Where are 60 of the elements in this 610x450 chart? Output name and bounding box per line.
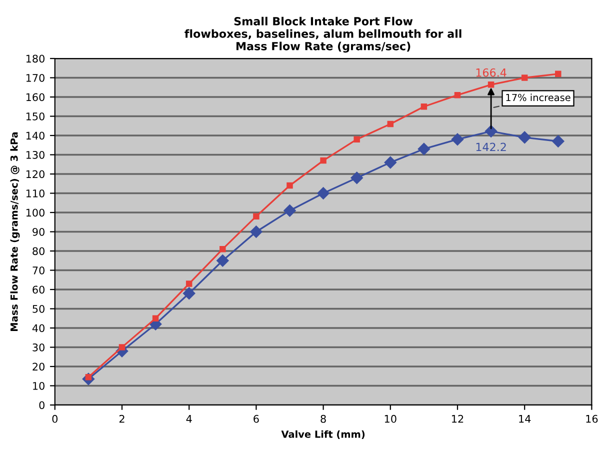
point bbox=[216, 254, 229, 267]
point bbox=[320, 157, 326, 164]
point bbox=[451, 133, 464, 146]
x-tick-label: 2 bbox=[119, 414, 124, 423]
y-tick-label: 180 bbox=[26, 54, 44, 63]
y-tick-label: 40 bbox=[32, 324, 44, 332]
data-label: 166.4 bbox=[476, 68, 506, 77]
x-tick-label: 14 bbox=[519, 415, 531, 423]
point bbox=[286, 182, 293, 189]
y-tick-label: 110 bbox=[26, 189, 44, 198]
y-tick-label: 170 bbox=[26, 74, 44, 82]
y-tick-label: 0 bbox=[39, 401, 44, 410]
x-axis-title: Valve Lift (mm) bbox=[281, 430, 365, 440]
x-tick-label: 0 bbox=[52, 414, 58, 423]
point bbox=[420, 104, 428, 110]
x-tick-label: 4 bbox=[186, 415, 192, 423]
y-tick-label: 150 bbox=[26, 112, 44, 120]
point bbox=[186, 280, 192, 287]
point bbox=[183, 287, 196, 300]
y-tick-label: 50 bbox=[32, 304, 44, 313]
point bbox=[350, 172, 363, 184]
point bbox=[354, 136, 360, 142]
point bbox=[454, 92, 461, 98]
data-label: 142.2 bbox=[476, 142, 506, 151]
x-tick-label: 10 bbox=[384, 414, 396, 423]
y-tick-label: 160 bbox=[26, 93, 44, 102]
x-tick-label: 6 bbox=[254, 414, 259, 423]
point bbox=[220, 246, 226, 252]
x-tick-label: 12 bbox=[452, 414, 464, 423]
point bbox=[152, 315, 159, 322]
point bbox=[484, 125, 498, 138]
y-tick-label: 140 bbox=[26, 132, 44, 140]
point bbox=[317, 187, 330, 200]
point bbox=[118, 344, 126, 350]
y-tick-label: 20 bbox=[32, 362, 44, 371]
point bbox=[552, 135, 564, 148]
point bbox=[555, 70, 562, 78]
y-tick-label: 130 bbox=[26, 150, 44, 159]
point bbox=[518, 131, 531, 144]
y-tick-label: 100 bbox=[26, 208, 44, 217]
y-tick-label: 90 bbox=[32, 228, 44, 236]
y-tick-label: 120 bbox=[26, 170, 44, 178]
y-tick-label: 60 bbox=[32, 286, 44, 294]
point bbox=[253, 213, 260, 220]
y-tick-label: 80 bbox=[32, 247, 44, 256]
x-tick-label: 16 bbox=[586, 414, 598, 423]
point bbox=[384, 156, 396, 169]
point bbox=[521, 74, 528, 81]
point bbox=[488, 82, 494, 88]
x-tick-label: 8 bbox=[320, 414, 326, 423]
y-tick-label: 70 bbox=[32, 266, 44, 274]
chart-title: Small Block Intake Port Flow flowboxes, baselines, alum bellmouth for all Mass Flow Rate (grams/sec) bbox=[184, 16, 462, 53]
point bbox=[284, 204, 296, 217]
y-tick-label: 10 bbox=[33, 382, 44, 390]
y-axis-title: Mass Flow Rate (grams/sec) @ 3 kPa bbox=[10, 132, 20, 331]
annotation: 17% increase bbox=[506, 94, 570, 102]
point bbox=[250, 226, 262, 238]
point bbox=[387, 120, 394, 128]
point bbox=[418, 142, 430, 156]
y-tick-label: 30 bbox=[32, 343, 44, 352]
